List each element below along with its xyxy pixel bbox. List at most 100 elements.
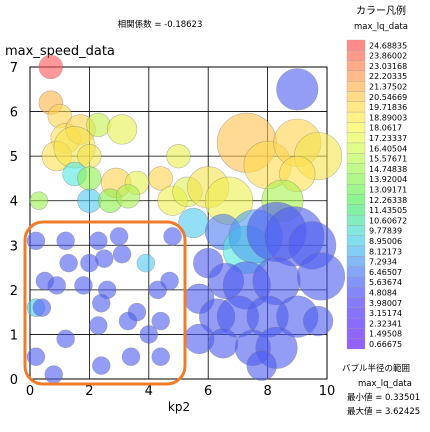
color-legend-label: 13.09171 <box>369 186 407 195</box>
bubble-point <box>56 329 75 349</box>
color-legend-label: 18.89003 <box>369 113 407 122</box>
x-tick-label: 10 <box>319 384 336 399</box>
color-legend-swatch <box>346 256 366 267</box>
color-legend-swatch <box>346 101 366 113</box>
y-tick-label: 4 <box>10 195 18 210</box>
size-legend-field: max_lq_data <box>358 379 412 389</box>
y-tick-label: 0 <box>10 373 18 388</box>
color-legend-swatch <box>346 338 366 350</box>
color-legend-swatch <box>346 307 366 319</box>
bubble-point <box>139 325 159 344</box>
bubble-point <box>89 231 108 251</box>
color-legend-label: 24.68835 <box>369 41 407 50</box>
bubble-point <box>166 143 191 169</box>
color-legend-label: 3.15174 <box>369 309 402 318</box>
bubble-point <box>276 68 319 111</box>
y-tick-label: 2 <box>10 284 18 299</box>
bubble-point <box>136 253 156 273</box>
color-legend-swatch <box>346 214 366 226</box>
color-legend-title: カラー凡例 <box>356 4 406 17</box>
color-legend-label: 23.03168 <box>369 62 407 71</box>
color-legend-label: 9.77839 <box>369 227 402 236</box>
chart-title: 相関係数 = -0.18623 <box>118 19 203 30</box>
color-legend-label: 13.92004 <box>369 175 407 184</box>
color-legend-label: 16.40504 <box>369 144 407 153</box>
color-legend-label: 20.54669 <box>369 93 407 102</box>
color-legend-label: 18.0617 <box>369 124 402 133</box>
color-legend-label: 3.98007 <box>369 299 402 308</box>
bubble-point <box>44 365 63 384</box>
x-tick-label: 8 <box>263 384 271 399</box>
color-legend-swatch <box>346 245 366 257</box>
bubble-point <box>89 316 108 335</box>
color-legend-label: 23.86002 <box>369 52 407 61</box>
color-legend-swatch <box>346 142 366 154</box>
color-legend-swatch <box>346 204 366 216</box>
color-legend-label: 8.95006 <box>369 237 402 246</box>
color-legend-swatch <box>346 266 366 278</box>
color-legend-swatch <box>346 153 366 164</box>
color-legend-label: 17.23337 <box>369 134 407 143</box>
color-legend-swatch <box>346 60 366 72</box>
bubble-point <box>92 356 111 375</box>
color-legend-label: 19.71836 <box>369 103 407 112</box>
color-legend-swatch <box>346 132 366 144</box>
bubble-point <box>77 166 102 191</box>
bubble-point <box>59 253 78 273</box>
bubble-point <box>26 231 46 251</box>
y-tick-label: 7 <box>10 61 18 76</box>
bubble-point <box>47 276 66 295</box>
bubble-point <box>296 252 346 301</box>
color-legend-swatch <box>346 287 366 298</box>
color-legend-swatch <box>346 328 366 339</box>
color-legend-label: 5.63674 <box>369 278 402 287</box>
color-legend-label: 8.12173 <box>369 247 402 256</box>
color-legend-swatch <box>346 225 366 236</box>
color-legend-label: 14.74838 <box>369 165 407 174</box>
bubble-point <box>95 249 114 268</box>
bubble-point <box>246 350 277 381</box>
color-legend-swatch <box>346 173 366 185</box>
bubble-point <box>38 54 63 80</box>
color-legend-swatch <box>346 81 366 92</box>
color-legend-label: 22.20335 <box>369 72 407 81</box>
color-legend-swatch <box>346 39 366 51</box>
color-legend-swatch <box>346 297 366 308</box>
color-legend-swatch <box>346 163 366 175</box>
color-legend-swatch <box>346 276 366 288</box>
color-legend-field: max_lq_data <box>354 22 408 32</box>
color-legend: カラー凡例 max_lq_data 24.68835 23.8600223.031… <box>346 4 408 350</box>
bubble-point <box>109 227 129 246</box>
bubble-point <box>32 298 52 317</box>
y-tick-label: 3 <box>10 239 18 254</box>
x-tick-label: 2 <box>85 384 93 399</box>
x-tick-label: 6 <box>204 384 212 399</box>
color-legend-label: 11.43505 <box>369 206 407 215</box>
color-legend-swatch <box>346 91 366 102</box>
color-legend-label: 1.49508 <box>369 330 402 339</box>
highlight-annotation-box <box>23 220 187 386</box>
bubble-point <box>160 271 179 291</box>
size-legend-min: 最小値 = 0.33501 <box>347 392 420 403</box>
size-legend-max: 最大値 = 3.62425 <box>347 406 420 417</box>
size-legend-title: バブル半径の範囲 <box>342 363 410 374</box>
bubble-point <box>121 347 141 366</box>
size-legend: バブル半径の範囲 max_lq_data 最小値 = 0.33501 最大値 =… <box>342 363 420 417</box>
color-legend-label: 12.26338 <box>369 196 407 205</box>
bubbles-layer <box>26 54 346 384</box>
color-legend-label: 7.2934 <box>369 258 397 267</box>
color-legend-swatch <box>346 194 366 205</box>
color-legend-swatch <box>346 184 366 195</box>
y-tick-label: 5 <box>10 150 18 165</box>
bubble-point <box>302 305 334 337</box>
color-legend-swatch <box>346 122 366 133</box>
color-legend-label: 10.60672 <box>369 216 407 225</box>
bubble-point <box>151 311 170 331</box>
x-tick-label: 0 <box>26 384 34 399</box>
bubble-point <box>77 188 102 213</box>
bubble-point <box>56 231 75 251</box>
color-legend-swatch <box>346 317 366 329</box>
y-tick-label: 6 <box>10 106 18 121</box>
